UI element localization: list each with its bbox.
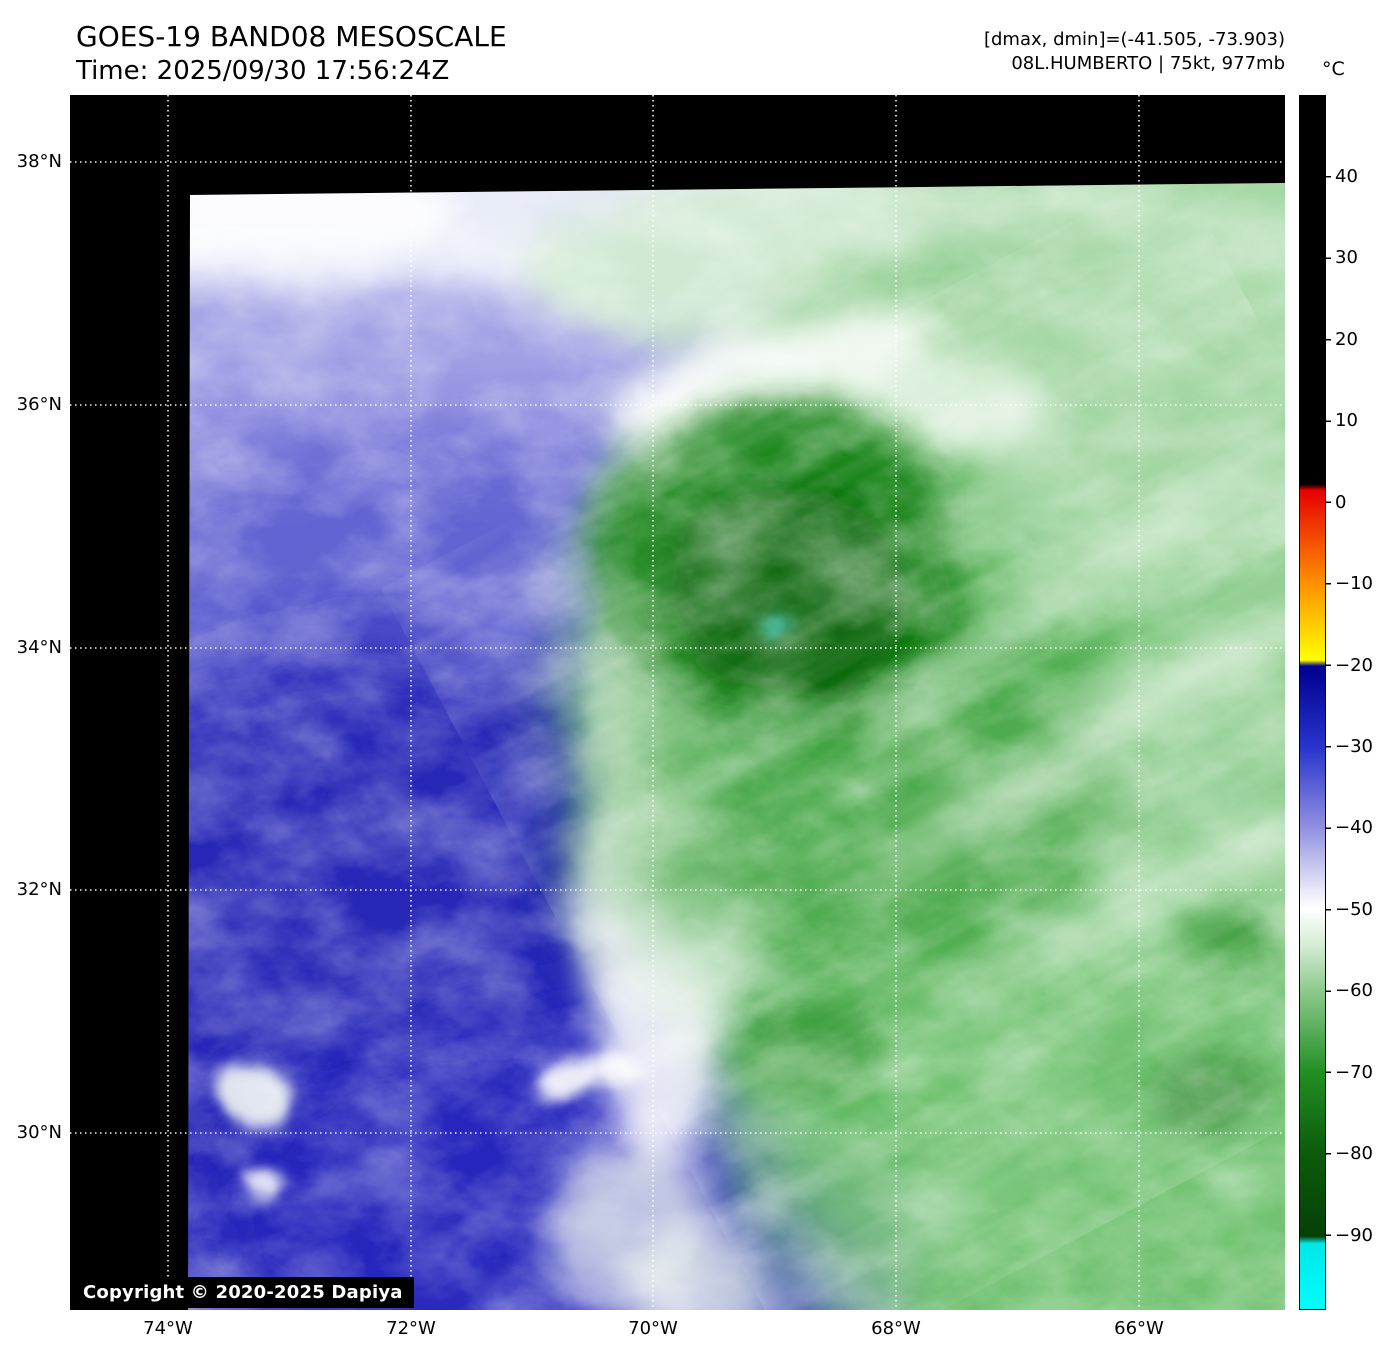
colorbar-tick-m40: −40 bbox=[1335, 817, 1373, 838]
lon-label-72w: 72°W bbox=[386, 1318, 436, 1339]
colorbar-tick-m60: −60 bbox=[1335, 980, 1373, 1001]
data-swath bbox=[188, 183, 1285, 1310]
storm-info: 08L.HUMBERTO | 75kt, 977mb bbox=[1011, 53, 1285, 74]
colorbar-tick-marks bbox=[1326, 176, 1331, 1237]
colorbar-tick-40: 40 bbox=[1335, 166, 1358, 187]
colorbar-tick-m50: −50 bbox=[1335, 899, 1373, 920]
title-block: GOES-19 BAND08 MESOSCALE Time: 2025/09/3… bbox=[76, 20, 507, 88]
colorbar-unit-label: °C bbox=[1322, 58, 1345, 80]
lat-label-34n: 34°N bbox=[16, 637, 62, 658]
lat-label-32n: 32°N bbox=[16, 879, 62, 900]
cirrus-streak-texture bbox=[381, 183, 1285, 1310]
colorbar-tick-m20: −20 bbox=[1335, 655, 1373, 676]
lat-label-30n: 30°N bbox=[16, 1122, 62, 1143]
lon-label-68w: 68°W bbox=[871, 1318, 921, 1339]
colorbar-tick-30: 30 bbox=[1335, 247, 1358, 268]
info-block: [dmax, dmin]=(-41.505, -73.903) 08L.HUMB… bbox=[984, 28, 1285, 76]
lon-label-66w: 66°W bbox=[1114, 1318, 1164, 1339]
colorbar-tick-m10: −10 bbox=[1335, 573, 1373, 594]
colorbar-tick-m70: −70 bbox=[1335, 1062, 1373, 1083]
colorbar-tick-m30: −30 bbox=[1335, 736, 1373, 757]
dmax-dmin-readout: [dmax, dmin]=(-41.505, -73.903) bbox=[983, 29, 1285, 50]
colorbar-gradient bbox=[1299, 95, 1326, 1310]
lon-label-74w: 74°W bbox=[143, 1318, 193, 1339]
colorbar-tick-m90: −90 bbox=[1335, 1225, 1373, 1246]
timestamp: Time: 2025/09/30 17:56:24Z bbox=[76, 56, 450, 86]
lon-label-70w: 70°W bbox=[628, 1318, 678, 1339]
colorbar-tick-10: 10 bbox=[1335, 410, 1358, 431]
satellite-map bbox=[70, 95, 1285, 1310]
page-title: GOES-19 BAND08 MESOSCALE bbox=[76, 20, 507, 53]
lat-label-38n: 38°N bbox=[16, 151, 62, 172]
lat-label-36n: 36°N bbox=[16, 394, 62, 415]
colorbar-tick-m80: −80 bbox=[1335, 1143, 1373, 1164]
colorbar-tick-0: 0 bbox=[1335, 492, 1347, 513]
copyright-notice: Copyright © 2020-2025 Dapiya bbox=[72, 1277, 414, 1308]
colorbar-tick-20: 20 bbox=[1335, 329, 1358, 350]
